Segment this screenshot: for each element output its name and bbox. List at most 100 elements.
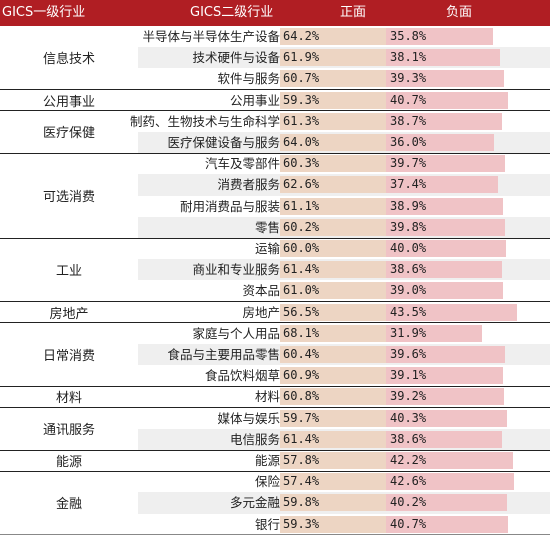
industry-level2: 消费者服务 <box>217 177 280 193</box>
negative-bar <box>386 197 503 215</box>
positive-value: 61.4% <box>283 262 320 277</box>
industry-level1: 通讯服务 <box>42 423 95 439</box>
table-row: 零售 60.2% 39.8% <box>0 216 550 238</box>
industry-level2: 汽车及零部件 <box>204 156 280 172</box>
industry-level2: 食品与主要用品零售 <box>167 347 280 362</box>
negative-value: 43.5% <box>390 304 427 319</box>
positive-bar <box>280 452 393 469</box>
positive-bar <box>280 176 403 194</box>
positive-value: 60.4% <box>283 347 320 361</box>
group-separator <box>0 301 550 303</box>
table-row: 能源 57.8% 42.2% <box>0 450 550 471</box>
negative-value: 40.2% <box>390 495 427 510</box>
industry-level2: 电信服务 <box>229 431 280 447</box>
industry-level1: 房地产 <box>49 306 89 322</box>
group-separator <box>0 385 550 387</box>
table-row: 食品饮料烟草 60.9% 39.1% <box>0 365 550 386</box>
positive-value: 60.0% <box>283 241 320 255</box>
industry-level2: 公用事业 <box>229 92 280 108</box>
negative-value: 39.6% <box>390 347 427 361</box>
positive-value: 68.1% <box>283 325 320 340</box>
positive-bar <box>280 218 398 236</box>
negative-value: 38.9% <box>390 198 427 213</box>
positive-value: 61.3% <box>283 113 320 128</box>
group-separator <box>0 470 550 472</box>
industry-level2: 商业和专业服务 <box>192 262 280 278</box>
table-row: 消费者服务 62.6% 37.4% <box>0 174 550 196</box>
table-row: 保险 57.4% 42.6% <box>0 471 550 492</box>
negative-bar <box>386 218 506 236</box>
table-row: 汽车及零部件 60.3% 39.7% <box>0 153 550 174</box>
industry-level1: 日常消费 <box>42 349 95 365</box>
negative-bar <box>386 303 517 321</box>
industry-level1: 医疗保健 <box>42 126 95 142</box>
table-row: 银行 59.3% 40.7% <box>0 514 550 535</box>
negative-value: 31.9% <box>390 325 427 340</box>
positive-bar <box>280 324 413 342</box>
industry-level2: 银行 <box>254 516 280 532</box>
negative-value: 38.6% <box>390 262 427 277</box>
group-separator <box>0 449 550 451</box>
negative-bar <box>386 176 499 194</box>
industry-level2: 零售 <box>254 219 280 235</box>
positive-value: 60.7% <box>283 71 320 86</box>
negative-value: 39.8% <box>390 219 427 234</box>
negative-value: 39.3% <box>390 71 427 86</box>
industry-level2: 技术硬件与设备 <box>192 50 280 66</box>
negative-bar <box>386 112 503 130</box>
negative-value: 40.3% <box>390 410 427 425</box>
negative-bar <box>386 346 505 363</box>
group-separator <box>0 407 550 409</box>
positive-value: 57.4% <box>283 474 320 489</box>
table-row: 运输 60.0% 40.0% <box>0 238 550 259</box>
industry-level1: 材料 <box>55 391 82 407</box>
table-row: 材料 60.8% 39.2% <box>0 386 550 407</box>
positive-value: 62.6% <box>283 177 320 192</box>
positive-value: 57.8% <box>283 453 320 467</box>
positive-bar <box>280 282 399 300</box>
negative-value: 39.1% <box>390 368 427 383</box>
header-positive: 正面 <box>340 5 367 20</box>
positive-bar <box>280 367 399 385</box>
industry-level2: 资本品 <box>242 283 280 299</box>
positive-bar <box>280 494 397 512</box>
positive-bar <box>280 473 392 491</box>
negative-value: 40.7% <box>390 92 427 107</box>
positive-value: 64.0% <box>283 135 320 149</box>
negative-bar <box>386 515 509 533</box>
positive-bar <box>280 70 399 88</box>
positive-bar <box>280 112 400 130</box>
industry-level1: 能源 <box>55 455 82 471</box>
negative-bar <box>386 409 507 427</box>
negative-bar <box>386 134 494 151</box>
negative-value: 40.0% <box>390 241 427 255</box>
table-row: 电信服务 61.4% 38.6% <box>0 428 550 450</box>
negative-bar <box>386 155 506 173</box>
industry-level2: 材料 <box>254 389 280 405</box>
negative-bar <box>386 494 507 512</box>
negative-bar <box>386 70 504 88</box>
negative-bar <box>386 324 482 342</box>
industry-level2: 软件与服务 <box>217 71 280 87</box>
positive-value: 60.2% <box>283 219 320 234</box>
negative-value: 38.7% <box>390 113 427 128</box>
industry-level1: 金融 <box>55 497 82 513</box>
positive-value: 64.2% <box>283 29 320 43</box>
positive-value: 59.8% <box>283 495 320 510</box>
table-row: 商业和专业服务 61.4% 38.6% <box>0 259 550 281</box>
group-separator <box>0 89 550 91</box>
negative-bar <box>386 473 514 491</box>
positive-value: 61.1% <box>283 198 320 213</box>
negative-value: 42.6% <box>390 474 427 489</box>
negative-value: 37.4% <box>390 177 427 192</box>
table-row: 多元金融 59.8% 40.2% <box>0 492 550 514</box>
industry-level1: 工业 <box>55 264 82 280</box>
positive-bar <box>280 240 397 257</box>
industry-level2: 医疗保健设备与服务 <box>167 135 280 150</box>
header-negative: 负面 <box>446 5 473 20</box>
positive-bar <box>280 28 406 45</box>
negative-value: 38.6% <box>390 431 427 446</box>
positive-value: 59.3% <box>283 516 320 531</box>
positive-bar <box>280 409 397 427</box>
